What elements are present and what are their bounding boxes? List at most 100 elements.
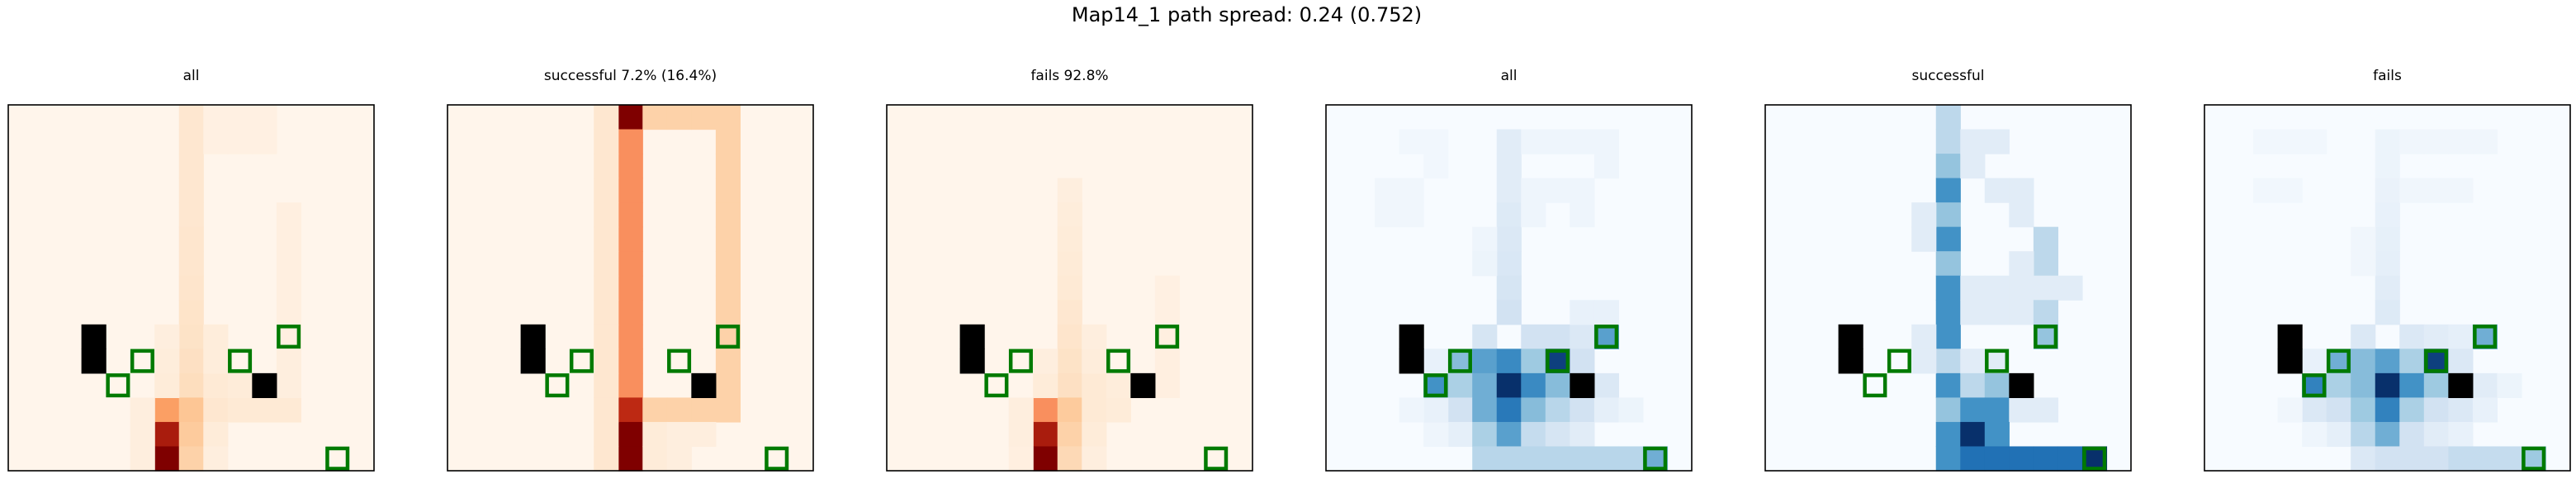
heatmap-cell (1593, 300, 1619, 325)
heatmap-cell (1593, 154, 1619, 179)
panel-frame (1764, 104, 2132, 472)
panel-title: successful 7.2% (16.4%) (544, 68, 717, 84)
heatmap-cell (276, 275, 301, 301)
heatmap-cell (715, 154, 741, 179)
panel-frame (886, 104, 1253, 472)
heatmap-cell (1545, 446, 1570, 472)
obstacle-cell (520, 349, 546, 374)
heatmap-cell (1911, 324, 1937, 349)
heatmap-cell (1960, 446, 1986, 472)
heatmap-cell (642, 105, 668, 130)
heatmap-cell (2399, 397, 2425, 423)
heatmap-cell (1570, 349, 1595, 374)
heatmap-cell (594, 251, 619, 277)
heatmap-cell (1545, 397, 1570, 423)
goal-marker (1447, 349, 1472, 373)
obstacle-cell (1399, 349, 1424, 374)
goal-marker (545, 373, 570, 398)
heatmap-cell (594, 372, 619, 398)
heatmap-cell (1570, 324, 1595, 349)
heatmap-cell (1496, 226, 1522, 252)
heatmap-cell (2009, 251, 2034, 277)
heatmap-cell (1935, 129, 1961, 154)
heatmap-cell (715, 129, 741, 154)
heatmap-cell (1960, 154, 1986, 179)
heatmap-cell (1057, 446, 1082, 472)
obstacle-cell (2009, 372, 2034, 398)
goal-marker (2473, 325, 2498, 349)
heatmap-cell (130, 397, 155, 423)
heatmap-cell (2375, 300, 2400, 325)
obstacle-cell (959, 349, 985, 374)
heatmap-cell (2448, 349, 2474, 374)
heatmap-cell (2448, 178, 2474, 203)
heatmap-cell (1911, 349, 1937, 374)
heatmap-panel-6: fails (2204, 68, 2571, 472)
heatmap-cell (154, 324, 180, 349)
heatmap-cell (1935, 154, 1961, 179)
heatmap-cell (2423, 421, 2449, 448)
heatmap-cell (1472, 397, 1498, 423)
obstacle-cell (691, 372, 717, 398)
heatmap-cell (618, 105, 643, 130)
heatmap-cell (203, 421, 229, 448)
heatmap-cell (1399, 178, 1424, 203)
heatmap-cell (2375, 251, 2400, 277)
heatmap-cell (1057, 372, 1082, 398)
heatmap-cell (1984, 300, 2010, 325)
goal-marker (1204, 446, 1229, 471)
goal-marker (569, 349, 594, 373)
heatmap-cell (178, 202, 204, 228)
heatmap-cell (2326, 397, 2351, 423)
heatmap-cell (1984, 372, 2010, 398)
heatmap-cell (154, 397, 180, 423)
goal-marker (1863, 373, 1887, 398)
heatmap-cell (1008, 421, 1034, 448)
heatmap-cell (1033, 446, 1058, 472)
heatmap-cell (2033, 251, 2058, 277)
heatmap-cell (1472, 349, 1498, 374)
heatmap-cell (618, 275, 643, 301)
heatmap-cell (2009, 397, 2034, 423)
heatmap-cell (1935, 202, 1961, 228)
heatmap-cell (1057, 324, 1082, 349)
heatmap-cell (1984, 178, 2010, 203)
panel-title: all (183, 68, 200, 84)
heatmap-cell (618, 300, 643, 325)
heatmap-cell (1935, 349, 1961, 374)
heatmap-cell (2375, 372, 2400, 398)
obstacle-cell (959, 324, 985, 349)
heatmap-cell (2472, 129, 2498, 154)
heatmap-cell (203, 446, 229, 472)
heatmap-cell (1082, 372, 1107, 398)
heatmap-cell (1593, 397, 1619, 423)
heatmap-cell (1570, 202, 1595, 228)
goal-marker (1106, 349, 1131, 373)
heatmap-panel-5: successful (1764, 68, 2132, 472)
heatmap-cell (1545, 178, 1570, 203)
heatmap-cell (130, 446, 155, 472)
heatmap-cell (2302, 397, 2327, 423)
heatmap-cell (2375, 397, 2400, 423)
panel-title: fails (2373, 68, 2402, 84)
heatmap-cell (1057, 300, 1082, 325)
heatmap-cell (1472, 324, 1498, 349)
heatmap-cell (1447, 397, 1473, 423)
heatmap-cell (618, 129, 643, 154)
heatmap-cell (2057, 446, 2083, 472)
heatmap-cell (1521, 129, 1546, 154)
heatmap-cell (642, 421, 668, 448)
heatmap-cell (1496, 251, 1522, 277)
heatmap-cell (276, 397, 301, 423)
heatmap-cell (1057, 202, 1082, 228)
heatmap-cell (1935, 105, 1961, 130)
heatmap-cell (1545, 324, 1570, 349)
heatmap-cell (715, 397, 741, 423)
heatmap-cell (2399, 421, 2425, 448)
heatmap-cell (1521, 397, 1546, 423)
heatmap-panel-3: fails 92.8% (886, 68, 1253, 472)
heatmap-cell (252, 129, 277, 154)
heatmap-cell (1423, 397, 1449, 423)
heatmap-cell (1570, 300, 1595, 325)
